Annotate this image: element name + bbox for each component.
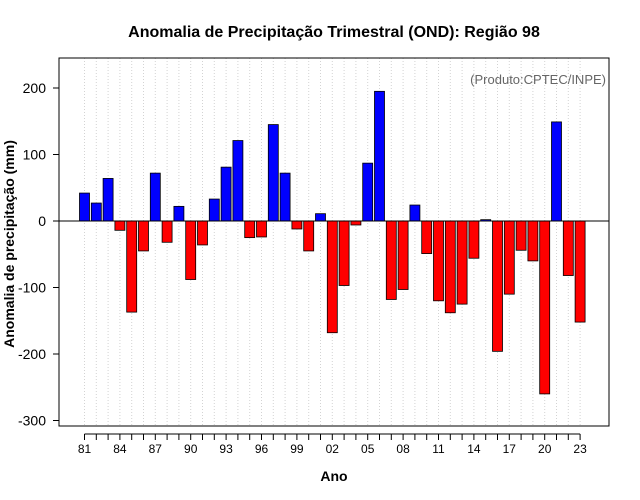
y-axis-title: Anomalia de precipitação (mm): [1, 140, 17, 348]
bar-2017: [503, 220, 515, 295]
y-tick-label: -200: [18, 346, 46, 362]
x-tick-label: 02: [326, 442, 340, 456]
bar-2014: [468, 220, 480, 259]
y-axis: -300 -200 -100 0 100 200: [18, 80, 60, 429]
bar-1999: [291, 220, 303, 230]
bar-1996: [256, 220, 267, 238]
bar-2011: [433, 220, 444, 302]
bar-2021: [551, 121, 562, 222]
y-tick-label: 0: [38, 213, 46, 229]
bar-2003: [338, 220, 350, 286]
bar-1991: [197, 220, 208, 246]
x-tick-label: 93: [219, 442, 233, 456]
x-tick-label: 81: [78, 442, 92, 456]
y-tick-label: -300: [18, 413, 46, 429]
bar-1995: [244, 220, 256, 239]
x-axis: 81 84 87 90 93 96 99 02 05 08 11 14 17 20 23: [78, 433, 587, 456]
bar-1990: [185, 220, 197, 280]
x-axis-title: Ano: [320, 468, 347, 484]
x-tick-label: 96: [255, 442, 269, 456]
bar-1992: [208, 198, 220, 222]
bar-2022: [562, 220, 574, 276]
bar-2005: [362, 162, 374, 222]
bar-2012: [444, 220, 456, 314]
bar-2018: [515, 220, 527, 251]
chart-title: Anomalia de Precipitação Trimestral (OND…: [128, 24, 540, 41]
bar-2000: [303, 220, 315, 252]
bar-2010: [421, 220, 433, 254]
bar-2008: [397, 220, 409, 290]
x-tick-label: 17: [503, 442, 517, 456]
bar-1988: [161, 220, 173, 243]
bar-1997: [267, 124, 279, 222]
bar-2013: [456, 220, 468, 305]
bar-2019: [527, 220, 539, 262]
bar-2001: [315, 213, 326, 222]
bar-1982: [90, 202, 102, 222]
bar-2020: [539, 220, 551, 395]
bar-2009: [409, 204, 421, 222]
x-tick-label: 14: [467, 442, 481, 456]
bar-1981: [79, 192, 90, 222]
bar-2023: [574, 220, 586, 323]
bar-2016: [492, 220, 503, 352]
x-tick-label: 05: [361, 442, 375, 456]
y-tick-label: 100: [23, 147, 47, 163]
x-tick-label: 90: [184, 442, 198, 456]
bar-2007: [385, 220, 397, 300]
bar-1994: [232, 140, 244, 222]
x-tick-label: 23: [573, 442, 587, 456]
bar-2004: [350, 220, 362, 226]
y-tick-label: -100: [18, 280, 46, 296]
x-tick-label: 84: [113, 442, 127, 456]
bar-1984: [114, 220, 126, 231]
bar-1985: [126, 220, 138, 313]
bar-1998: [279, 172, 291, 222]
bar-1983: [102, 178, 114, 222]
bars: [79, 90, 586, 395]
y-tick-label: 200: [23, 80, 47, 96]
bar-1986: [138, 220, 149, 252]
x-tick-label: 87: [149, 442, 163, 456]
bar-2002: [326, 220, 338, 334]
bar-1987: [149, 172, 161, 222]
bar-1989: [173, 205, 185, 222]
bar-1993: [220, 166, 232, 222]
x-tick-label: 20: [538, 442, 552, 456]
product-annotation: (Produto:CPTEC/INPE): [470, 72, 606, 87]
x-tick-label: 08: [396, 442, 410, 456]
x-tick-label: 11: [432, 442, 445, 456]
x-tick-label: 99: [290, 442, 304, 456]
bar-2006: [374, 90, 385, 222]
